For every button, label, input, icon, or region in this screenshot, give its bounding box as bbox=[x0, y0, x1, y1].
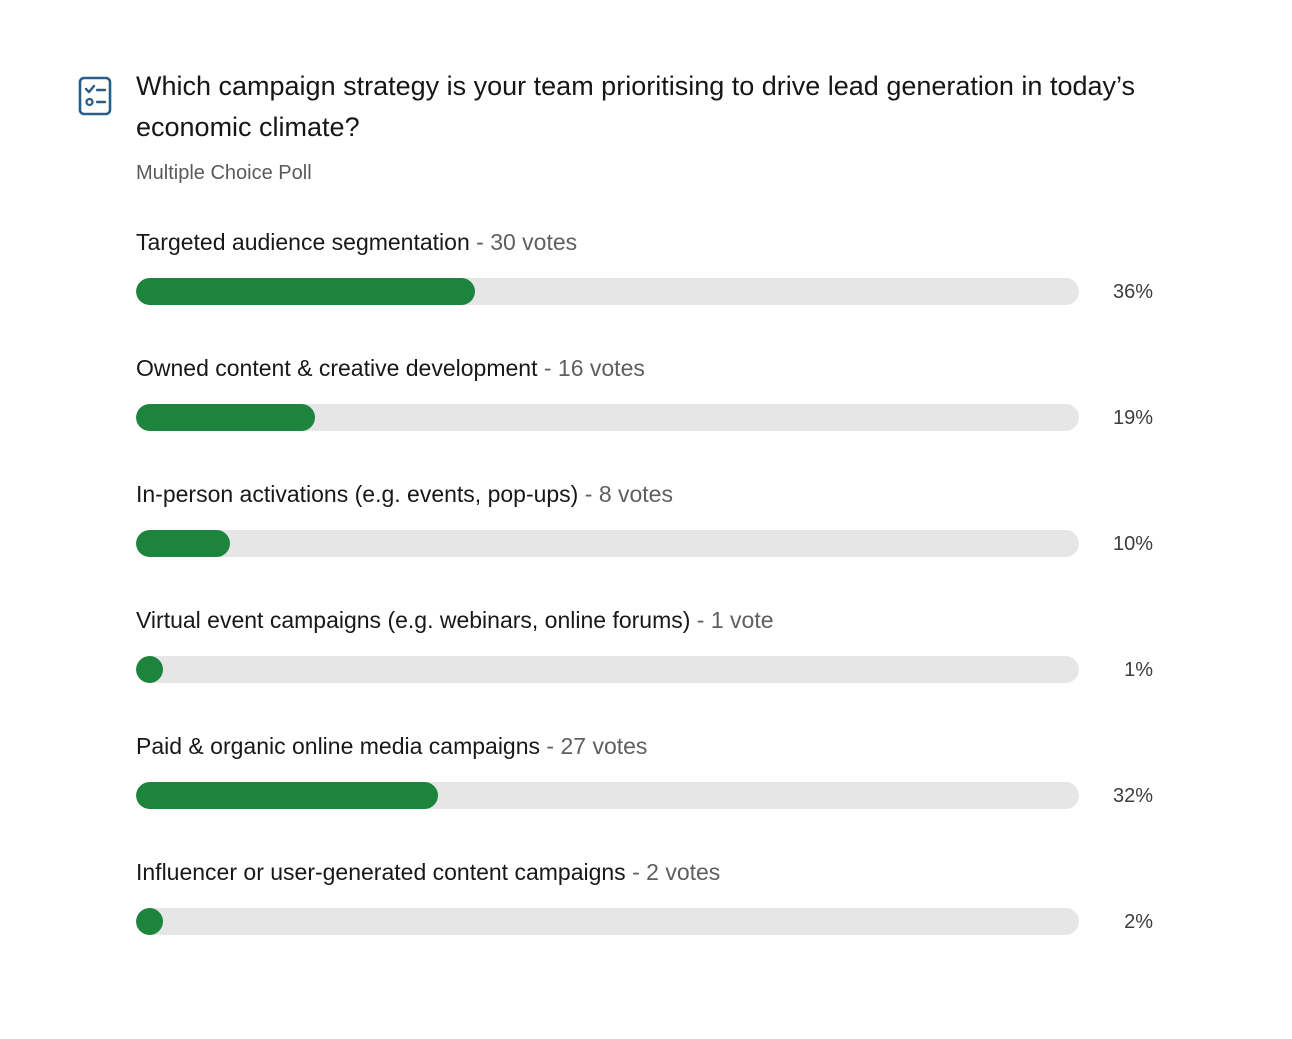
poll-option[interactable]: Virtual event campaigns (e.g. webinars, … bbox=[136, 604, 1166, 694]
option-text: Virtual event campaigns (e.g. webinars, … bbox=[136, 604, 774, 636]
option-votes: 2 votes bbox=[646, 859, 721, 885]
poll-option[interactable]: Targeted audience segmentation - 30 vote… bbox=[136, 226, 1166, 316]
poll-option[interactable]: Paid & organic online media campaigns - … bbox=[136, 730, 1166, 820]
progress-track bbox=[136, 656, 1079, 683]
option-votes: 16 votes bbox=[557, 355, 645, 381]
progress-track bbox=[136, 530, 1079, 557]
progress-fill bbox=[136, 404, 316, 431]
option-text: In-person activations (e.g. events, pop-… bbox=[136, 478, 673, 510]
option-votes: 27 votes bbox=[560, 733, 648, 759]
option-percent: 1% bbox=[1124, 659, 1153, 681]
progress-fill bbox=[136, 908, 163, 935]
progress-track bbox=[136, 908, 1079, 935]
option-label: Virtual event campaigns (e.g. webinars, … bbox=[136, 607, 691, 633]
option-separator: - bbox=[625, 859, 647, 885]
poll-option[interactable]: Owned content & creative development - 1… bbox=[136, 352, 1166, 442]
option-separator: - bbox=[469, 229, 491, 255]
option-percent: 19% bbox=[1112, 407, 1153, 429]
progress-track bbox=[136, 404, 1079, 431]
option-votes: 30 votes bbox=[490, 229, 578, 255]
option-text: Targeted audience segmentation - 30 vote… bbox=[136, 226, 577, 258]
option-percent: 2% bbox=[1124, 911, 1153, 933]
poll-type-label: Multiple Choice Poll bbox=[136, 162, 312, 184]
checklist-icon bbox=[78, 76, 112, 116]
option-label: In-person activations (e.g. events, pop-… bbox=[136, 481, 579, 507]
option-label: Influencer or user-generated content cam… bbox=[136, 859, 626, 885]
option-votes: 1 vote bbox=[710, 607, 774, 633]
progress-fill bbox=[136, 782, 438, 809]
progress-fill bbox=[136, 656, 163, 683]
option-votes: 8 votes bbox=[598, 481, 673, 507]
option-percent: 10% bbox=[1112, 533, 1153, 555]
option-separator: - bbox=[690, 607, 711, 633]
option-separator: - bbox=[537, 355, 558, 381]
option-text: Influencer or user-generated content cam… bbox=[136, 856, 720, 888]
progress-fill bbox=[136, 278, 476, 305]
option-label: Targeted audience segmentation bbox=[136, 229, 470, 255]
option-percent: 36% bbox=[1112, 281, 1153, 303]
option-text: Owned content & creative development - 1… bbox=[136, 352, 645, 384]
poll-question: Which campaign strategy is your team pri… bbox=[136, 71, 1135, 142]
option-label: Owned content & creative development bbox=[136, 355, 538, 381]
option-separator: - bbox=[578, 481, 599, 507]
progress-track bbox=[136, 278, 1079, 305]
option-label: Paid & organic online media campaigns bbox=[136, 733, 541, 759]
progress-fill bbox=[136, 530, 231, 557]
poll-option[interactable]: Influencer or user-generated content cam… bbox=[136, 856, 1166, 946]
option-percent: 32% bbox=[1112, 785, 1153, 807]
poll-option[interactable]: In-person activations (e.g. events, pop-… bbox=[136, 478, 1166, 568]
progress-track bbox=[136, 782, 1079, 809]
option-separator: - bbox=[540, 733, 561, 759]
option-text: Paid & organic online media campaigns - … bbox=[136, 730, 647, 762]
